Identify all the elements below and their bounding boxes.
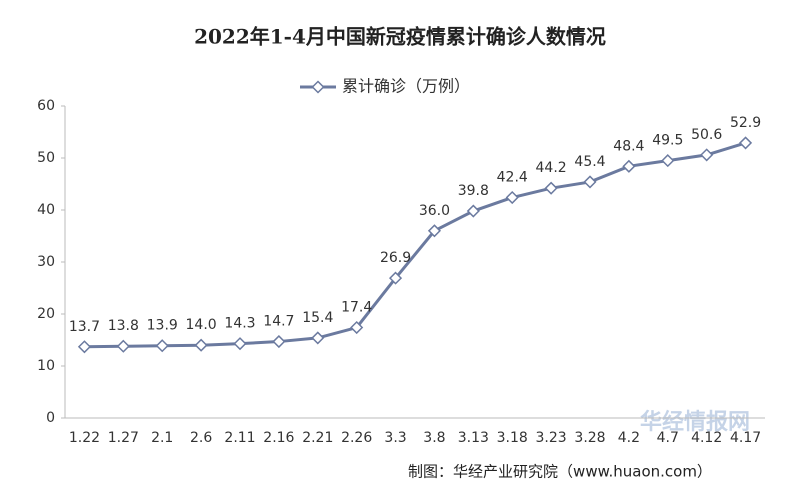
y-tick-label: 40 (37, 202, 55, 218)
value-label: 42.4 (497, 170, 528, 186)
point (272, 334, 286, 349)
point (388, 271, 403, 285)
x-tick-label: 3.3 (384, 430, 406, 446)
x-tick-label: 3.13 (458, 430, 489, 446)
legend-marker (311, 80, 325, 94)
point (155, 339, 169, 353)
point (622, 159, 636, 173)
value-label: 44.2 (536, 160, 567, 176)
x-tick-label: 4.17 (730, 430, 761, 446)
legend-label: 累计确诊（万例） (342, 77, 470, 96)
x-tick-label: 2.6 (190, 430, 212, 446)
point (583, 175, 597, 189)
point (233, 337, 247, 351)
value-label: 14.0 (186, 317, 217, 333)
point (466, 204, 480, 218)
point (350, 320, 364, 335)
x-tick-label: 4.7 (657, 430, 679, 446)
point (116, 339, 130, 353)
point (311, 331, 325, 345)
y-tick-label: 50 (37, 150, 55, 166)
chart-title: 2022年1-4月中国新冠疫情累计确诊人数情况 (194, 25, 606, 49)
value-label: 48.4 (613, 138, 644, 154)
value-label: 17.4 (341, 300, 372, 316)
value-label: 13.9 (147, 318, 178, 334)
point (194, 338, 208, 352)
x-tick-label: 1.22 (69, 430, 100, 446)
y-tick-label: 60 (37, 98, 55, 114)
x-tick-label: 3.28 (574, 430, 605, 446)
point (700, 148, 714, 162)
x-tick-label: 1.27 (108, 430, 139, 446)
x-tick-label: 4.2 (618, 430, 640, 446)
y-tick-label: 0 (46, 410, 55, 426)
point (661, 154, 675, 168)
watermark: 华经情报网 (640, 409, 750, 435)
source: 制图：华经产业研究院（www.huaon.com） (408, 463, 712, 481)
y-tick-label: 20 (37, 306, 55, 322)
x-tick-label: 2.16 (263, 430, 294, 446)
value-label: 52.9 (730, 115, 761, 131)
value-label: 36.0 (419, 203, 450, 219)
x-tick-label: 2.11 (224, 430, 255, 446)
x-tick-label: 2.21 (302, 430, 333, 446)
value-label: 50.6 (691, 127, 722, 143)
series-line (84, 141, 746, 349)
value-label: 39.8 (458, 183, 489, 199)
point (505, 190, 519, 205)
point (427, 224, 442, 238)
y-tick-label: 30 (37, 254, 55, 270)
y-tick-label: 10 (37, 358, 55, 374)
x-tick-label: 3.23 (536, 430, 567, 446)
value-label: 13.8 (108, 318, 139, 334)
x-tick-label: 3.8 (423, 430, 445, 446)
point (77, 340, 92, 354)
x-tick-label: 3.18 (497, 430, 528, 446)
x-tick-label: 4.12 (691, 430, 722, 446)
x-tick-label: 2.1 (151, 430, 173, 446)
value-label: 14.7 (263, 314, 294, 330)
point (544, 181, 558, 195)
value-label: 15.4 (302, 310, 333, 326)
value-label: 45.4 (574, 154, 605, 170)
value-label: 14.3 (224, 316, 255, 332)
point (738, 136, 753, 150)
value-label: 13.7 (69, 319, 100, 335)
x-tick-label: 2.26 (341, 430, 372, 446)
value-label: 49.5 (652, 133, 683, 149)
value-label: 26.9 (380, 250, 411, 266)
